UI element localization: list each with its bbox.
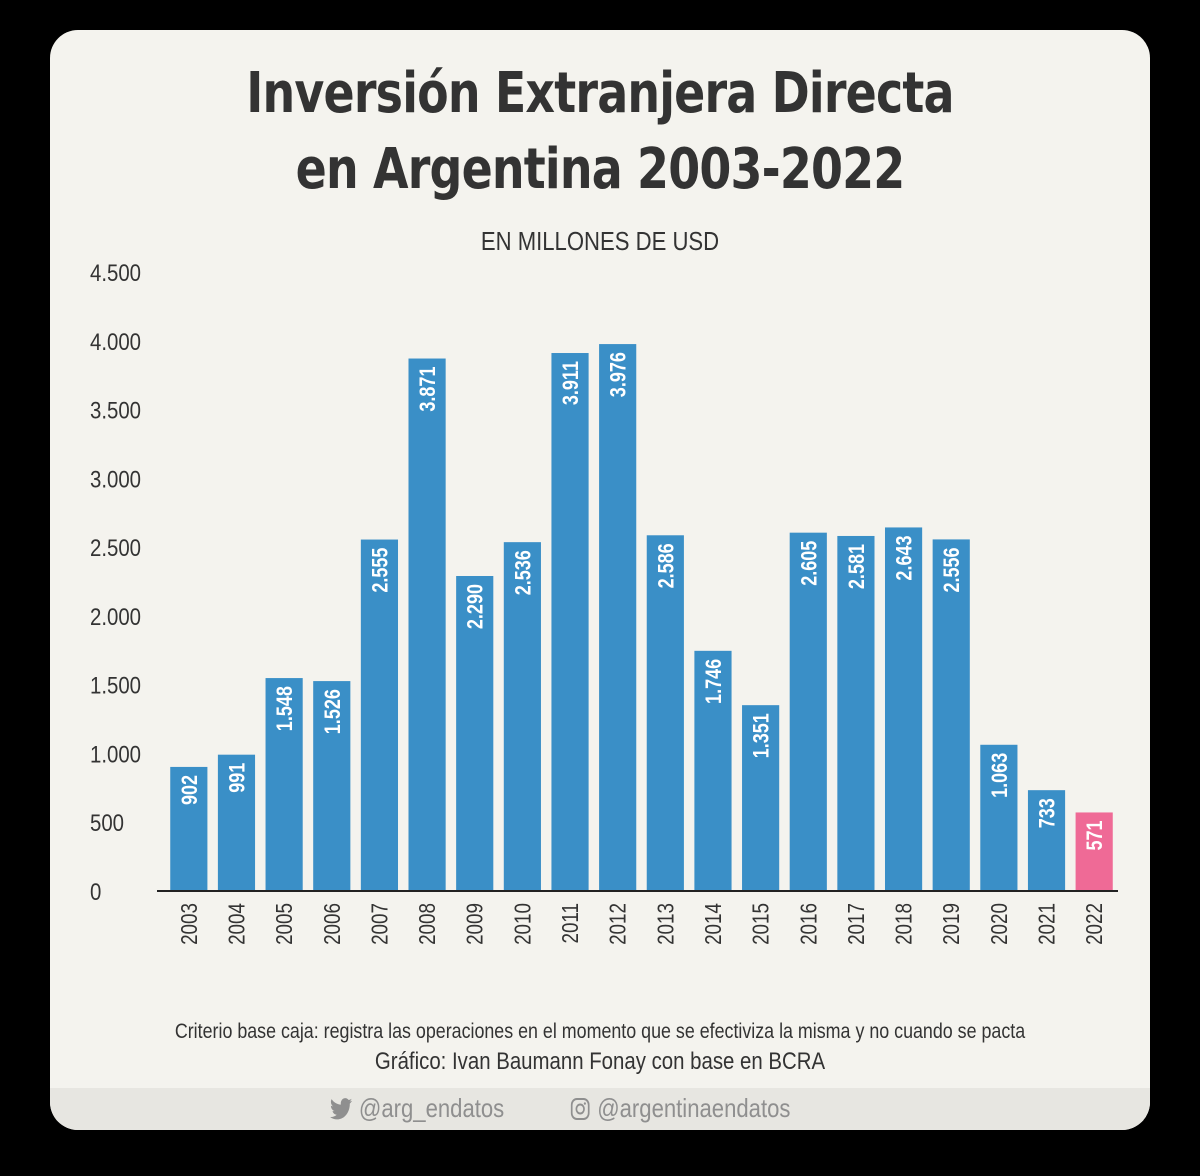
x-tick-label-2003: 2003 bbox=[177, 903, 202, 945]
bar-2003 bbox=[170, 766, 208, 891]
y-tick-label: 3.500 bbox=[90, 397, 141, 424]
x-tick-label-2022: 2022 bbox=[1082, 903, 1107, 945]
value-label-2011: 3.911 bbox=[559, 361, 583, 405]
bar-2005 bbox=[265, 678, 303, 891]
x-tick-label-2013: 2013 bbox=[654, 903, 679, 945]
bar-2013 bbox=[646, 535, 684, 891]
bar-2010 bbox=[503, 542, 541, 891]
value-label-2014: 1.746 bbox=[702, 659, 726, 704]
bar-2015 bbox=[742, 705, 780, 891]
bar-2012 bbox=[599, 344, 637, 891]
chart-card: Inversión Extranjera Directa en Argentin… bbox=[50, 30, 1150, 1130]
bar-2020 bbox=[980, 744, 1018, 891]
bar-chart: 0 500 1.000 1.500 2.000 2.500 3.000 3.500 4.000 4… bbox=[90, 259, 1118, 945]
y-tick-label: 0 bbox=[90, 878, 101, 905]
value-label-2022: 571 bbox=[1084, 820, 1108, 850]
y-tick-label: 4.000 bbox=[90, 328, 141, 355]
x-tick-label-2018: 2018 bbox=[892, 903, 917, 945]
twitter-handle[interactable]: @arg_endatos bbox=[330, 1093, 504, 1124]
value-label-2016: 2.605 bbox=[798, 541, 822, 586]
value-label-2015: 1.351 bbox=[750, 713, 774, 758]
y-tick-label: 1.000 bbox=[90, 741, 141, 768]
x-tick-label-2019: 2019 bbox=[940, 903, 965, 945]
x-tick-label-2017: 2017 bbox=[844, 903, 869, 945]
methodology-note: Criterio base caja: registra las operaci… bbox=[174, 1020, 1026, 1043]
x-tick-label-2016: 2016 bbox=[797, 903, 822, 945]
x-tick-label-2004: 2004 bbox=[225, 903, 250, 945]
y-tick-label: 500 bbox=[90, 810, 124, 837]
bar-2011 bbox=[551, 353, 589, 891]
instagram-icon bbox=[570, 1097, 590, 1121]
value-label-2010: 2.536 bbox=[512, 550, 536, 595]
bar-2017 bbox=[837, 535, 875, 891]
x-tick-label-2010: 2010 bbox=[511, 903, 536, 945]
value-label-2007: 2.555 bbox=[369, 548, 393, 593]
x-tick-label-2006: 2006 bbox=[320, 903, 345, 945]
x-tick-label-2008: 2008 bbox=[415, 903, 440, 945]
bar-2021 bbox=[1027, 790, 1066, 891]
chart-subtitle: EN MILLONES DE USD bbox=[480, 226, 720, 256]
footer-bar bbox=[50, 1088, 1150, 1130]
x-tick-label-2012: 2012 bbox=[606, 903, 631, 945]
value-label-2009: 2.290 bbox=[464, 584, 488, 629]
value-label-2004: 991 bbox=[226, 763, 250, 793]
value-label-2017: 2.581 bbox=[845, 544, 869, 589]
y-tick-label: 4.500 bbox=[90, 259, 141, 286]
chart-title-line2: en Argentina 2003-2022 bbox=[295, 137, 906, 202]
instagram-handle-text: @argentinaendatos bbox=[597, 1093, 791, 1123]
x-tick-label-2011: 2011 bbox=[558, 903, 583, 944]
y-tick-label: 3.000 bbox=[90, 466, 141, 493]
value-label-2020: 1.063 bbox=[988, 753, 1012, 798]
bar-2009 bbox=[456, 575, 494, 891]
value-label-2018: 2.643 bbox=[893, 535, 917, 580]
x-tick-label-2020: 2020 bbox=[987, 903, 1012, 945]
bar-2006 bbox=[313, 681, 351, 891]
y-tick-label: 2.000 bbox=[90, 603, 141, 630]
bar-2004 bbox=[217, 754, 256, 891]
y-tick-label: 1.500 bbox=[90, 672, 141, 699]
y-tick-label: 2.500 bbox=[90, 535, 141, 562]
bar-2018 bbox=[884, 527, 923, 891]
value-label-2005: 1.548 bbox=[274, 686, 298, 731]
value-label-2019: 2.556 bbox=[941, 547, 965, 592]
value-label-2013: 2.586 bbox=[655, 543, 679, 588]
value-label-2008: 3.871 bbox=[416, 367, 440, 412]
bar-2014 bbox=[694, 650, 732, 891]
value-label-2012: 3.976 bbox=[607, 352, 631, 397]
bar-2008 bbox=[408, 358, 446, 891]
twitter-handle-text: @arg_endatos bbox=[358, 1093, 505, 1123]
bar-2016 bbox=[789, 532, 827, 891]
bar-2007 bbox=[360, 539, 399, 891]
chart-title-line1: Inversión Extranjera Directa bbox=[246, 61, 954, 126]
bar-2022 bbox=[1075, 812, 1113, 891]
x-tick-label-2005: 2005 bbox=[272, 903, 297, 945]
x-tick-label-2014: 2014 bbox=[701, 903, 726, 945]
value-label-2006: 1.526 bbox=[321, 689, 345, 734]
bar-2019 bbox=[932, 539, 970, 891]
value-label-2003: 902 bbox=[178, 775, 202, 805]
x-tick-label-2021: 2021 bbox=[1035, 903, 1060, 945]
x-tick-label-2007: 2007 bbox=[368, 903, 393, 945]
x-tick-label-2015: 2015 bbox=[749, 903, 774, 945]
x-tick-label-2009: 2009 bbox=[463, 903, 488, 945]
twitter-bird-icon bbox=[330, 1097, 353, 1120]
source-credit: Gráfico: Ivan Baumann Fonay con base en … bbox=[374, 1048, 826, 1075]
value-label-2021: 733 bbox=[1036, 798, 1060, 828]
instagram-handle[interactable]: @argentinaendatos bbox=[570, 1093, 790, 1124]
